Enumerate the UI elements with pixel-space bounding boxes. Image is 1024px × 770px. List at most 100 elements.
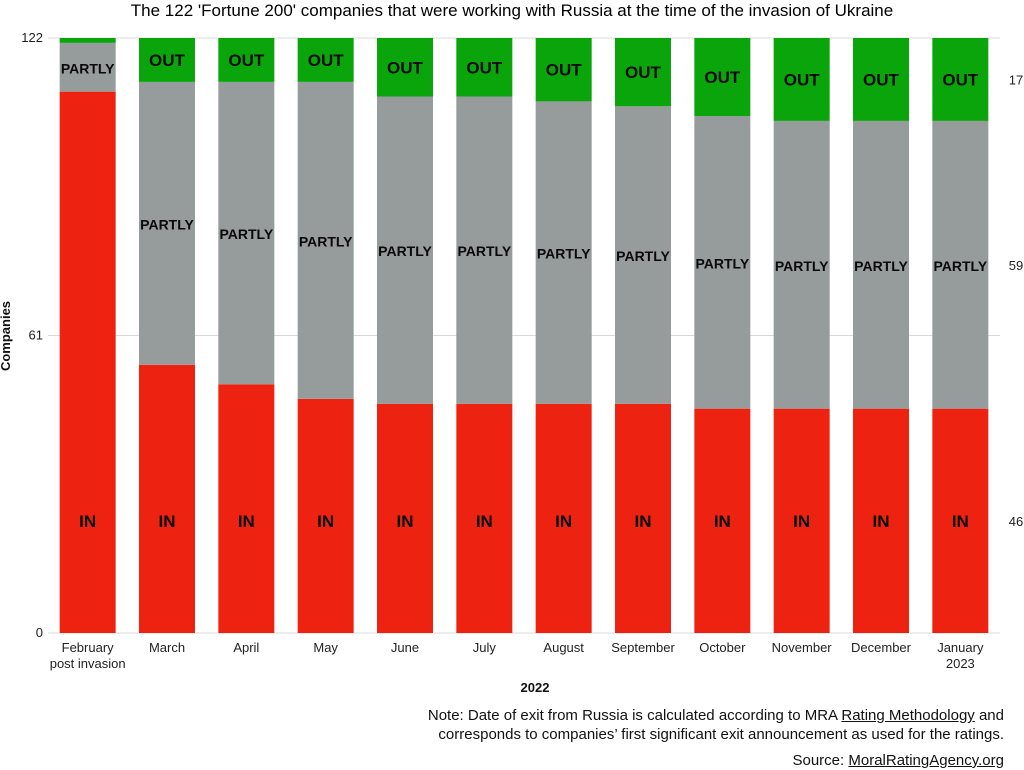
segment-label-out: OUT xyxy=(387,58,424,77)
bar-out xyxy=(218,38,275,82)
x-tick-label: June xyxy=(391,640,419,655)
x-tick-label: April xyxy=(233,640,259,655)
y-tick-label: 0 xyxy=(36,625,43,640)
segment-label-out: OUT xyxy=(228,51,265,70)
segment-label-in: IN xyxy=(79,512,96,531)
segment-label-partly: PARTLY xyxy=(299,233,353,249)
bar-in xyxy=(218,384,275,633)
x-tick-label: December xyxy=(851,640,912,655)
bar-out xyxy=(456,38,513,97)
bar-partly xyxy=(377,96,433,404)
bar-partly xyxy=(932,120,989,409)
bar-in xyxy=(615,403,671,633)
bar-out xyxy=(615,38,671,107)
segment-label-out: OUT xyxy=(625,63,662,82)
x-tick-label: May xyxy=(313,640,338,655)
bar-partly xyxy=(297,81,354,399)
source-link[interactable]: MoralRatingAgency.org xyxy=(848,752,1004,769)
x-tick-label: post invasion xyxy=(50,656,126,671)
segment-label-in: IN xyxy=(952,512,969,531)
bar-partly xyxy=(694,116,751,409)
segment-label-partly: PARTLY xyxy=(219,226,273,242)
y-tick-label: 61 xyxy=(29,328,43,343)
y-tick-label: 122 xyxy=(21,30,43,45)
end-label: 46 xyxy=(1009,514,1023,529)
bar-in xyxy=(773,408,830,633)
segment-labels: IN PARTLY IN PARTLY OUT IN PARTLY OUT IN PARTLY OU… xyxy=(61,51,988,531)
x-tick-label: 2023 xyxy=(946,656,975,671)
bar-partly xyxy=(59,42,116,92)
x-tick-label: January xyxy=(937,640,984,655)
segment-label-in: IN xyxy=(714,512,731,531)
bar-out xyxy=(377,38,433,97)
x-tick-label: February xyxy=(62,640,115,655)
segment-label-partly: PARTLY xyxy=(695,255,749,271)
segment-label-partly: PARTLY xyxy=(933,258,987,274)
gridlines xyxy=(48,37,1000,634)
rating-methodology-link[interactable]: Rating Methodology xyxy=(841,707,975,724)
bar-out xyxy=(59,38,116,43)
bar-partly xyxy=(456,96,513,404)
source-label: Source: xyxy=(792,752,849,769)
bar-in xyxy=(535,403,592,633)
bar-in xyxy=(139,364,195,633)
segment-label-partly: PARTLY xyxy=(854,258,908,274)
segment-label-out: OUT xyxy=(942,70,979,89)
x-tick-label: October xyxy=(699,640,746,655)
segment-label-partly: PARTLY xyxy=(378,243,432,259)
note-line-2: corresponds to companies’ first signific… xyxy=(438,726,1004,743)
x-tick-label: August xyxy=(543,640,584,655)
segment-label-partly: PARTLY xyxy=(775,258,829,274)
chart-title: The 122 'Fortune 200' companies that wer… xyxy=(131,1,893,20)
bar-out xyxy=(694,38,751,117)
bar-partly xyxy=(853,120,909,409)
x-tick-label: September xyxy=(611,640,675,655)
segment-label-out: OUT xyxy=(704,68,741,87)
bar-out xyxy=(297,38,354,82)
segment-label-out: OUT xyxy=(308,51,345,70)
segment-label-partly: PARTLY xyxy=(140,216,194,232)
source: Source: MoralRatingAgency.org xyxy=(792,751,1004,770)
bar-partly xyxy=(535,101,592,404)
bar-in xyxy=(932,408,989,633)
segment-label-in: IN xyxy=(317,512,334,531)
x-axis-title: 2022 xyxy=(521,680,550,695)
segment-label-out: OUT xyxy=(784,70,821,89)
bar-partly xyxy=(218,81,275,385)
segment-label-in: IN xyxy=(238,512,255,531)
x-tick-label: March xyxy=(149,640,185,655)
segment-label-in: IN xyxy=(793,512,810,531)
bar-out xyxy=(853,38,909,121)
note: Note: Date of exit from Russia is calcul… xyxy=(428,706,1004,744)
bar-in xyxy=(456,403,513,633)
segment-label-out: OUT xyxy=(546,61,583,80)
note-line-1: Note: Date of exit from Russia is calcul… xyxy=(428,706,1004,725)
segment-label-partly: PARTLY xyxy=(457,243,511,259)
segment-label-in: IN xyxy=(873,512,890,531)
bar-in xyxy=(853,408,909,633)
segment-label-partly: PARTLY xyxy=(616,248,670,264)
segment-label-out: OUT xyxy=(149,51,186,70)
note-text-1b: and xyxy=(974,707,1004,724)
bar-partly xyxy=(773,120,830,409)
end-label: 59 xyxy=(1009,258,1023,273)
bar-in xyxy=(297,398,354,633)
bar-in xyxy=(377,403,433,633)
bar-out xyxy=(773,38,830,121)
end-labels: 46 59 17 xyxy=(1009,72,1023,528)
segment-label-in: IN xyxy=(159,512,176,531)
x-tick-label: November xyxy=(772,640,833,655)
bar-in xyxy=(694,408,751,633)
x-tick-label: July xyxy=(473,640,497,655)
end-label: 17 xyxy=(1009,72,1023,87)
bars xyxy=(59,38,989,634)
segment-label-in: IN xyxy=(397,512,414,531)
bar-out xyxy=(932,38,989,121)
segment-label-out: OUT xyxy=(863,70,900,89)
bar-out xyxy=(535,38,592,102)
segment-label-in: IN xyxy=(476,512,493,531)
segment-label-partly: PARTLY xyxy=(61,60,115,76)
segment-label-in: IN xyxy=(555,512,572,531)
y-axis: 0 61 122 xyxy=(21,30,43,640)
